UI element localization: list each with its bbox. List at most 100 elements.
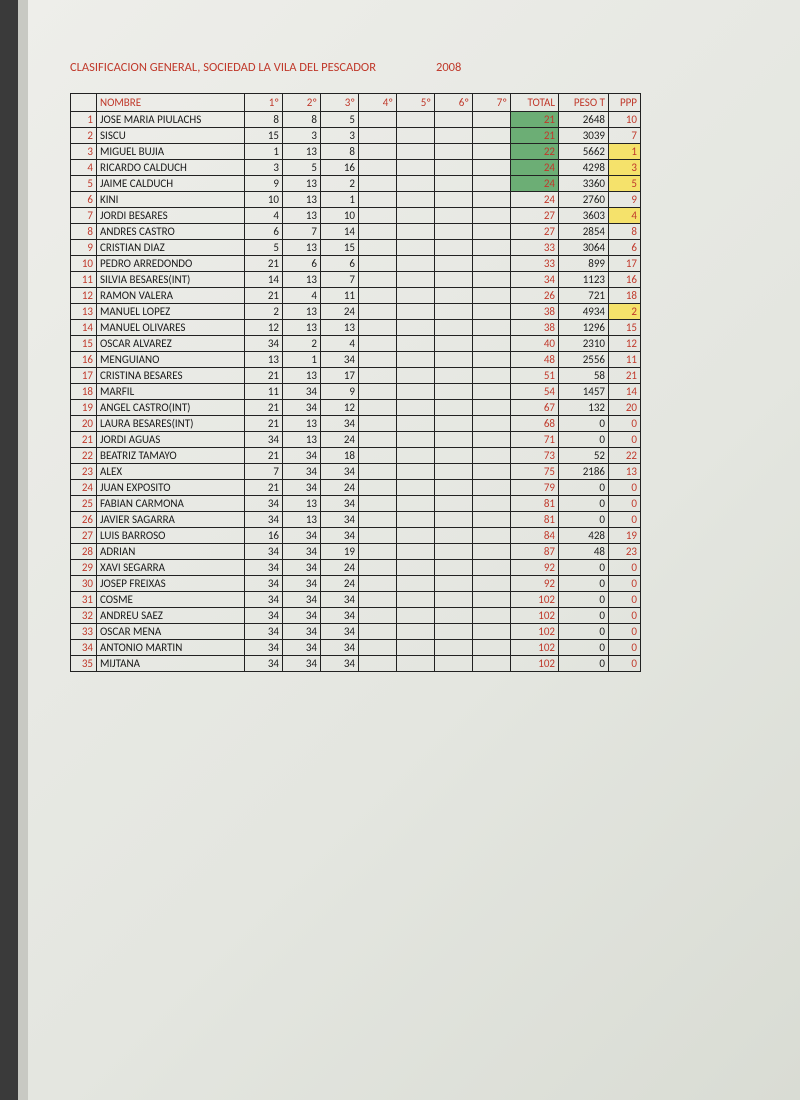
cell-r6 [435, 560, 473, 576]
header-r3: 3º [321, 94, 359, 112]
cell-r1: 34 [245, 656, 283, 672]
cell-name: MANUEL OLIVARES [97, 320, 245, 336]
cell-total: 51 [511, 368, 559, 384]
cell-r3: 34 [321, 640, 359, 656]
cell-r4 [359, 464, 397, 480]
cell-total: 102 [511, 624, 559, 640]
cell-r6 [435, 576, 473, 592]
cell-r6 [435, 624, 473, 640]
cell-r4 [359, 176, 397, 192]
table-row: 22BEATRIZ TAMAYO213418735222 [71, 448, 641, 464]
cell-r7 [473, 320, 511, 336]
cell-r6 [435, 384, 473, 400]
cell-r3: 11 [321, 288, 359, 304]
cell-r4 [359, 576, 397, 592]
table-head: NOMBRE1º2º3º4º5º6º7ºTOTALPESO TPPP [71, 94, 641, 112]
table-row: 21JORDI AGUAS3413247100 [71, 432, 641, 448]
cell-r7 [473, 528, 511, 544]
table-row: 2SISCU15332130397 [71, 128, 641, 144]
cell-r5 [397, 208, 435, 224]
cell-peso: 0 [559, 560, 609, 576]
cell-name: RAMON VALERA [97, 288, 245, 304]
table-row: 24JUAN EXPOSITO2134247900 [71, 480, 641, 496]
cell-r7 [473, 624, 511, 640]
cell-peso: 0 [559, 608, 609, 624]
cell-name: OSCAR ALVAREZ [97, 336, 245, 352]
cell-r1: 21 [245, 288, 283, 304]
header-r7: 7º [473, 94, 511, 112]
cell-total: 21 [511, 128, 559, 144]
cell-peso: 0 [559, 592, 609, 608]
cell-r3: 34 [321, 624, 359, 640]
cell-r2: 13 [283, 432, 321, 448]
cell-r3: 19 [321, 544, 359, 560]
cell-r1: 34 [245, 560, 283, 576]
cell-r4 [359, 528, 397, 544]
table-row: 8ANDRES CASTRO67142728548 [71, 224, 641, 240]
cell-r7 [473, 128, 511, 144]
cell-name: MIGUEL BUJIA [97, 144, 245, 160]
cell-r2: 34 [283, 560, 321, 576]
cell-ppp: 8 [609, 224, 641, 240]
cell-r6 [435, 640, 473, 656]
cell-r2: 34 [283, 400, 321, 416]
cell-name: FABIAN CARMONA [97, 496, 245, 512]
table-row: 28ADRIAN343419874823 [71, 544, 641, 560]
cell-ppp: 0 [609, 416, 641, 432]
header-peso: PESO T [559, 94, 609, 112]
cell-r6 [435, 608, 473, 624]
cell-r3: 34 [321, 416, 359, 432]
cell-r6 [435, 336, 473, 352]
cell-rank: 23 [71, 464, 97, 480]
cell-r1: 4 [245, 208, 283, 224]
cell-r6 [435, 496, 473, 512]
cell-r3: 5 [321, 112, 359, 128]
header-rank [71, 94, 97, 112]
cell-r2: 2 [283, 336, 321, 352]
cell-ppp: 10 [609, 112, 641, 128]
cell-name: JOSEP FREIXAS [97, 576, 245, 592]
cell-name: PEDRO ARREDONDO [97, 256, 245, 272]
cell-r5 [397, 368, 435, 384]
cell-ppp: 0 [609, 560, 641, 576]
cell-name: JORDI BESARES [97, 208, 245, 224]
table-row: 25FABIAN CARMONA3413348100 [71, 496, 641, 512]
cell-rank: 34 [71, 640, 97, 656]
cell-rank: 22 [71, 448, 97, 464]
cell-rank: 9 [71, 240, 97, 256]
header-name: NOMBRE [97, 94, 245, 112]
cell-r5 [397, 576, 435, 592]
cell-r3: 4 [321, 336, 359, 352]
header-r2: 2º [283, 94, 321, 112]
cell-rank: 4 [71, 160, 97, 176]
cell-r7 [473, 256, 511, 272]
cell-r6 [435, 208, 473, 224]
cell-r3: 13 [321, 320, 359, 336]
cell-r7 [473, 592, 511, 608]
cell-total: 24 [511, 192, 559, 208]
cell-r6 [435, 432, 473, 448]
cell-r1: 21 [245, 416, 283, 432]
table-row: 16MENGUIANO1313448255611 [71, 352, 641, 368]
cell-r5 [397, 656, 435, 672]
cell-r2: 34 [283, 528, 321, 544]
cell-r5 [397, 496, 435, 512]
table-row: 15OSCAR ALVAREZ342440231012 [71, 336, 641, 352]
cell-peso: 1296 [559, 320, 609, 336]
cell-rank: 30 [71, 576, 97, 592]
cell-r5 [397, 480, 435, 496]
cell-rank: 20 [71, 416, 97, 432]
cell-ppp: 0 [609, 432, 641, 448]
cell-r7 [473, 176, 511, 192]
cell-peso: 3064 [559, 240, 609, 256]
cell-r3: 24 [321, 576, 359, 592]
cell-r4 [359, 320, 397, 336]
cell-r6 [435, 144, 473, 160]
cell-r1: 2 [245, 304, 283, 320]
cell-r3: 34 [321, 496, 359, 512]
cell-rank: 3 [71, 144, 97, 160]
cell-peso: 5662 [559, 144, 609, 160]
cell-total: 26 [511, 288, 559, 304]
cell-r2: 13 [283, 176, 321, 192]
cell-rank: 10 [71, 256, 97, 272]
